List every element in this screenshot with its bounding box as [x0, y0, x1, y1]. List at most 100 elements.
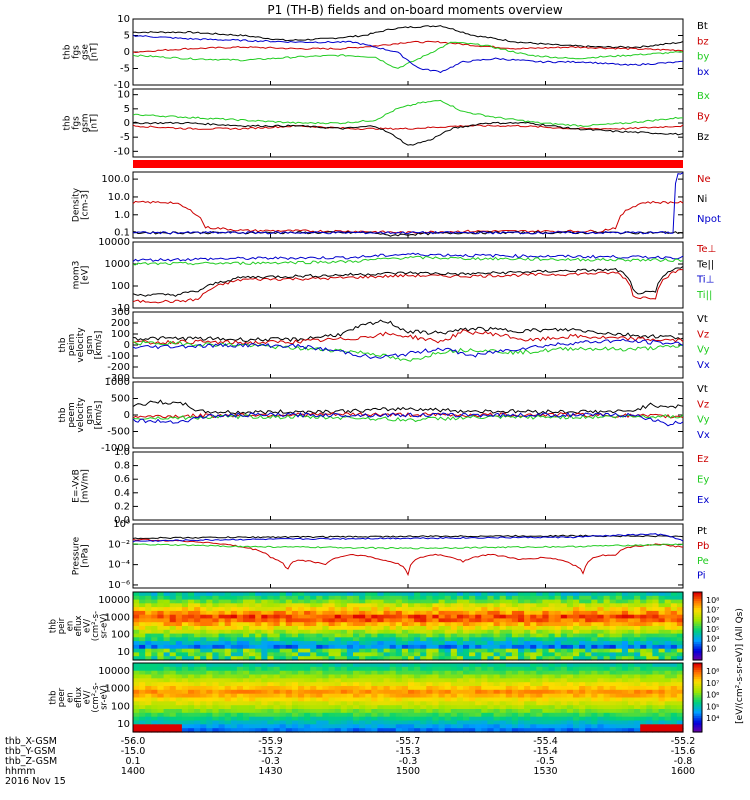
spectrogram-cell: [347, 663, 354, 667]
spectrogram-cell: [249, 637, 256, 641]
spectrogram-cell: [518, 690, 525, 694]
spectrogram-cell: [652, 618, 659, 622]
spectrogram-cell: [249, 626, 256, 630]
spectrogram-cell: [426, 618, 433, 622]
spectrogram-cell: [542, 645, 549, 649]
spectrogram-cell: [371, 705, 378, 709]
spectrogram-cell: [445, 675, 452, 679]
spectrogram-cell: [243, 675, 250, 679]
spectrogram-cell: [634, 675, 641, 679]
spectrogram-cell: [261, 717, 268, 721]
spectrogram-cell: [634, 641, 641, 645]
spectrogram-cell: [267, 671, 274, 675]
spectrogram-cell: [353, 630, 360, 634]
spectrogram-cell: [420, 701, 427, 705]
spectrogram-cell: [292, 705, 299, 709]
spectrogram-cell: [549, 678, 556, 682]
spectrogram-cell: [646, 667, 653, 671]
spectrogram-cell: [524, 630, 531, 634]
spectrogram-cell: [487, 721, 494, 725]
spectrogram-cell: [274, 645, 281, 649]
spectrogram-cell: [237, 724, 244, 728]
spectrogram-cell: [206, 686, 213, 690]
spectrogram-cell: [243, 652, 250, 656]
spectrogram-cell: [426, 698, 433, 702]
spectrogram-cell: [610, 671, 617, 675]
spectrogram-cell: [536, 675, 543, 679]
spectrogram-cell: [316, 678, 323, 682]
spectrogram-cell: [555, 622, 562, 626]
spectrogram-cell: [219, 705, 226, 709]
colorbar-tick-peer: 10⁵: [706, 702, 719, 711]
spectrogram-cell: [542, 682, 549, 686]
spectrogram-cell: [182, 694, 189, 698]
spectrogram-cell: [267, 690, 274, 694]
spectrogram-cell: [481, 698, 488, 702]
spectrogram-cell: [292, 630, 299, 634]
spectrogram-cell: [604, 717, 611, 721]
spectrogram-cell: [243, 626, 250, 630]
spectrogram-cell: [145, 709, 152, 713]
spectrogram-cell: [188, 713, 195, 717]
spectrogram-cell: [646, 622, 653, 626]
spectrogram-cell: [243, 637, 250, 641]
spectrogram-cell: [231, 694, 238, 698]
spectrogram-cell: [426, 713, 433, 717]
spectrogram-cell: [329, 671, 336, 675]
spectrogram-cell: [432, 652, 439, 656]
spectrogram-cell: [347, 724, 354, 728]
spectrogram-cell: [365, 618, 372, 622]
spectrogram-cell: [475, 622, 482, 626]
spectrogram-cell: [377, 709, 384, 713]
spectrogram-cell: [420, 622, 427, 626]
spectrogram-cell: [237, 717, 244, 721]
spectrogram-cell: [585, 717, 592, 721]
spectrogram-cell: [206, 596, 213, 600]
spectrogram-cell: [469, 698, 476, 702]
spectrogram-cell: [512, 724, 519, 728]
spectrogram-cell: [329, 663, 336, 667]
spectrogram-cell: [231, 709, 238, 713]
spectrogram-cell: [219, 611, 226, 615]
spectrogram-cell: [353, 618, 360, 622]
spectrogram-cell: [524, 701, 531, 705]
spectrogram-cell: [225, 652, 232, 656]
series-line-By: [133, 125, 683, 130]
spectrogram-cell: [604, 622, 611, 626]
spectrogram-cell: [200, 645, 207, 649]
spectrogram-cell: [280, 678, 287, 682]
spectrogram-cell: [304, 622, 311, 626]
spectrogram-cell: [445, 663, 452, 667]
spectrogram-cell: [347, 675, 354, 679]
spectrogram-cell: [359, 667, 366, 671]
spectrogram-cell: [353, 592, 360, 596]
spectrogram-cell: [481, 694, 488, 698]
spectrogram-cell: [426, 709, 433, 713]
spectrogram-cell: [463, 667, 470, 671]
spectrogram-cell: [316, 690, 323, 694]
spectrogram-cell: [249, 592, 256, 596]
spectrogram-cell: [274, 724, 281, 728]
spectrogram-cell: [622, 698, 629, 702]
spectrogram-cell: [573, 637, 580, 641]
spectrogram-cell: [280, 705, 287, 709]
spectrogram-cell: [377, 652, 384, 656]
spectrogram-cell: [231, 663, 238, 667]
spectrogram-cell: [243, 705, 250, 709]
spectrogram-cell: [555, 611, 562, 615]
spectrogram-cell: [176, 682, 183, 686]
spectrogram-cell: [377, 596, 384, 600]
spectrogram-cell: [329, 652, 336, 656]
spectrogram-cell: [390, 603, 397, 607]
spectrogram-cell: [463, 678, 470, 682]
spectrogram-cell: [652, 675, 659, 679]
spectrogram-cell: [194, 596, 201, 600]
spectrogram-cell: [145, 622, 152, 626]
spectrogram-cell: [316, 686, 323, 690]
spectrogram-cell: [518, 611, 525, 615]
spectrogram-cell: [549, 652, 556, 656]
spectrogram-cell: [536, 705, 543, 709]
spectrogram-cell: [206, 705, 213, 709]
spectrogram-cell: [237, 721, 244, 725]
